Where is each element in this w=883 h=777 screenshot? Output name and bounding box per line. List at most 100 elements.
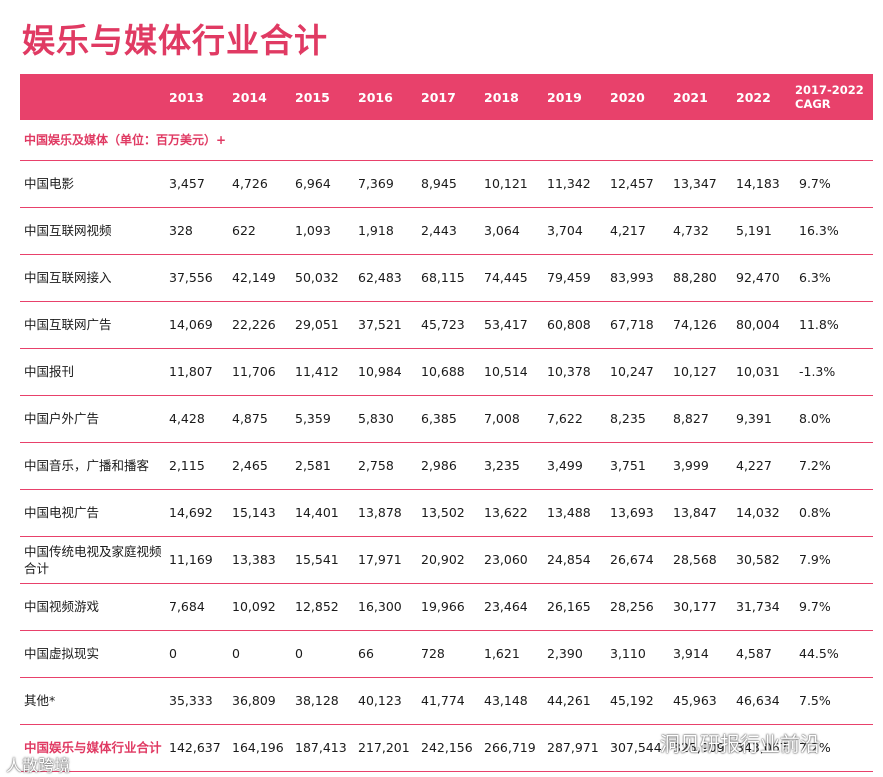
value-cell: 14,692 (169, 505, 213, 520)
unit-row: 中国娱乐及媒体（单位：百万美元）+ (20, 120, 873, 160)
value-cell: 2,465 (232, 458, 268, 473)
value-cell: 74,126 (673, 317, 717, 332)
value-cell: 14,401 (295, 505, 339, 520)
value-cell: 37,521 (358, 317, 402, 332)
value-cell: 7,008 (484, 411, 520, 426)
value-cell: 35,333 (169, 693, 213, 708)
cagr-cell: 6.3% (799, 270, 831, 285)
value-cell: 5,830 (358, 411, 394, 426)
value-cell: 11,169 (169, 552, 213, 567)
value-cell: 0 (232, 646, 240, 661)
value-cell: 44,261 (547, 693, 591, 708)
value-cell: 7,684 (169, 599, 205, 614)
year-header: 2013 (169, 89, 204, 105)
value-cell: 13,488 (547, 505, 591, 520)
value-cell: 2,986 (421, 458, 457, 473)
value-cell: 307,544 (610, 740, 662, 755)
value-cell: 3,751 (610, 458, 646, 473)
value-cell: 43,148 (484, 693, 528, 708)
value-cell: 3,914 (673, 646, 709, 661)
value-cell: 2,581 (295, 458, 331, 473)
row-label: 中国户外广告 (24, 411, 100, 426)
value-cell: 88,280 (673, 270, 717, 285)
cagr-cell: -1.3% (799, 364, 836, 379)
value-cell: 142,637 (169, 740, 221, 755)
header-label-cell (20, 74, 165, 120)
table-row: 中国传统电视及家庭视频合计 11,169 13,383 15,541 17,971 20,… (20, 536, 873, 583)
value-cell: 19,966 (421, 599, 465, 614)
value-cell: 4,587 (736, 646, 772, 661)
value-cell: 4,726 (232, 176, 268, 191)
value-cell: 26,674 (610, 552, 654, 567)
value-cell: 79,459 (547, 270, 591, 285)
year-header: 2021 (673, 89, 708, 105)
row-label: 中国虚拟现实 (24, 646, 100, 661)
value-cell: 242,156 (421, 740, 473, 755)
year-header: 2017 (421, 89, 456, 105)
value-cell: 14,032 (736, 505, 780, 520)
value-cell: 37,556 (169, 270, 213, 285)
year-header: 2015 (295, 89, 330, 105)
row-label: 中国视频游戏 (24, 599, 100, 614)
value-cell: 7,622 (547, 411, 583, 426)
value-cell: 13,847 (673, 505, 717, 520)
row-label: 中国互联网视频 (24, 223, 112, 238)
cagr-header: 2017-2022 CAGR (795, 74, 873, 120)
value-cell: 29,051 (295, 317, 339, 332)
cagr-cell: 9.7% (799, 599, 831, 614)
value-cell: 3,110 (610, 646, 646, 661)
year-header: 2020 (610, 89, 645, 105)
cagr-cell: 16.3% (799, 223, 839, 238)
row-label: 中国报刊 (24, 364, 75, 379)
value-cell: 2,758 (358, 458, 394, 473)
value-cell: 5,191 (736, 223, 772, 238)
value-cell: 164,196 (232, 740, 284, 755)
year-header: 2022 (736, 89, 771, 105)
value-cell: 67,718 (610, 317, 654, 332)
value-cell: 2,390 (547, 646, 583, 661)
value-cell: 4,732 (673, 223, 709, 238)
value-cell: 45,192 (610, 693, 654, 708)
value-cell: 622 (232, 223, 256, 238)
table-row: 中国报刊 11,807 11,706 11,412 10,984 10,688 10,514… (20, 348, 873, 395)
value-cell: 38,128 (295, 693, 339, 708)
table-row: 中国音乐，广播和播客 2,115 2,465 2,581 2,758 2,986 3,235… (20, 442, 873, 489)
value-cell: 26,165 (547, 599, 591, 614)
value-cell: 16,300 (358, 599, 402, 614)
row-label: 中国互联网接入 (24, 270, 112, 285)
row-label: 中国音乐，广播和播客 (24, 458, 150, 473)
value-cell: 10,247 (610, 364, 654, 379)
table-row: 中国互联网接入 37,556 42,149 50,032 62,483 68,115 74,… (20, 254, 873, 301)
value-cell: 3,499 (547, 458, 583, 473)
cagr-header-period: 2017-2022 (795, 83, 864, 97)
table-row: 中国虚拟现实 0 0 0 66 728 1,621 2,390 3,110 3,914 4,587 4… (20, 630, 873, 677)
year-header: 2019 (547, 89, 582, 105)
value-cell: 80,004 (736, 317, 780, 332)
value-cell: 728 (421, 646, 445, 661)
value-cell: 13,502 (421, 505, 465, 520)
value-cell: 1,621 (484, 646, 520, 661)
value-cell: 13,693 (610, 505, 654, 520)
value-cell: 53,417 (484, 317, 528, 332)
value-cell: 10,092 (232, 599, 276, 614)
table-row: 中国互联网视频 328 622 1,093 1,918 2,443 3,064 3,704 4,… (20, 207, 873, 254)
value-cell: 15,143 (232, 505, 276, 520)
value-cell: 14,069 (169, 317, 213, 332)
value-cell: 83,993 (610, 270, 654, 285)
value-cell: 7,369 (358, 176, 394, 191)
unit-label: 中国娱乐及媒体（单位：百万美元）+ (24, 133, 227, 148)
row-label: 中国娱乐与媒体行业合计 (24, 740, 162, 755)
cagr-cell: 7.2% (799, 740, 831, 755)
table-row: 其他* 35,333 36,809 38,128 40,123 41,774 43,148 4… (20, 677, 873, 724)
row-label: 其他* (24, 693, 56, 708)
value-cell: 325,909 (673, 740, 725, 755)
value-cell: 1,093 (295, 223, 331, 238)
value-cell: 23,464 (484, 599, 528, 614)
value-cell: 11,706 (232, 364, 276, 379)
value-cell: 4,428 (169, 411, 205, 426)
value-cell: 3,457 (169, 176, 205, 191)
value-cell: 266,719 (484, 740, 536, 755)
value-cell: 187,413 (295, 740, 347, 755)
value-cell: 3,999 (673, 458, 709, 473)
row-label: 中国传统电视及家庭视频合计 (24, 543, 162, 576)
